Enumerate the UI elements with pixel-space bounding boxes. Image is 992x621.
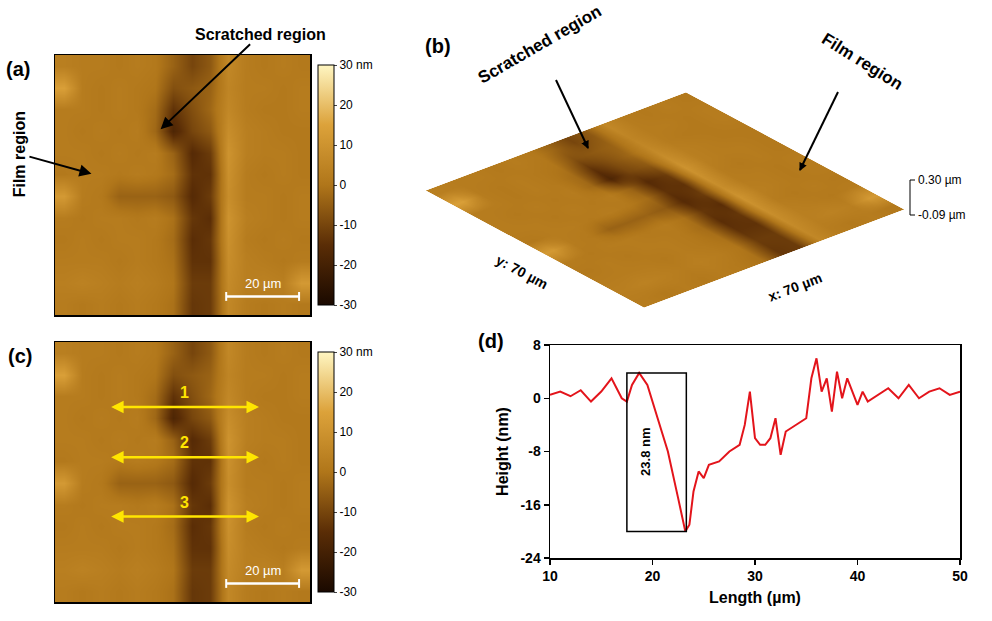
svg-text:0: 0 [533,390,541,406]
svg-text:-30: -30 [339,298,357,312]
svg-text:30 nm: 30 nm [339,345,372,359]
svg-text:Film region: Film region [11,111,28,197]
svg-text:20 µm: 20 µm [245,276,281,291]
svg-text:-10: -10 [339,218,357,232]
svg-text:0: 0 [339,465,346,479]
svg-text:20: 20 [339,98,353,112]
html-text:y: 70 µm: y: 70 µm [493,251,551,293]
svg-text:-30: -30 [339,585,357,599]
svg-text:1: 1 [180,384,189,401]
html-text:(d): (d) [478,330,504,352]
svg-text:2: 2 [180,434,189,451]
svg-text:10: 10 [339,425,353,439]
svg-text:Height (nm): Height (nm) [494,407,511,496]
svg-text:-20: -20 [339,258,357,272]
svg-text:30: 30 [747,568,763,584]
html-text:(a): (a) [6,58,31,80]
svg-text:Scratched region: Scratched region [195,26,326,43]
svg-text:3: 3 [180,494,189,511]
html-text:(c): (c) [8,345,33,367]
html-text:0.30 µm: 0.30 µm [918,173,962,187]
svg-text:30 nm: 30 nm [339,58,372,72]
svg-text:10: 10 [542,568,558,584]
svg-text:-8: -8 [528,443,541,459]
svg-text:10: 10 [339,138,353,152]
svg-text:40: 40 [850,568,866,584]
svg-text:20: 20 [645,568,661,584]
svg-text:-16: -16 [520,497,540,513]
html-text:Film region: Film region [818,29,907,94]
svg-text:0: 0 [339,178,346,192]
svg-text:Length (µm): Length (µm) [709,589,801,606]
svg-text:-20: -20 [339,545,357,559]
html-text:(b): (b) [425,35,451,57]
svg-text:23.8 nm: 23.8 nm [638,427,653,475]
svg-text:20 µm: 20 µm [245,563,281,578]
svg-text:-10: -10 [339,505,357,519]
html-text:Scratched region: Scratched region [474,1,605,88]
svg-text:20: 20 [339,385,353,399]
svg-text:8: 8 [533,337,541,353]
html-text:x: 70 µm: x: 70 µm [765,269,825,305]
html-text:-0.09 µm: -0.09 µm [918,208,966,222]
svg-text:50: 50 [952,568,968,584]
svg-text:-24: -24 [520,550,540,566]
